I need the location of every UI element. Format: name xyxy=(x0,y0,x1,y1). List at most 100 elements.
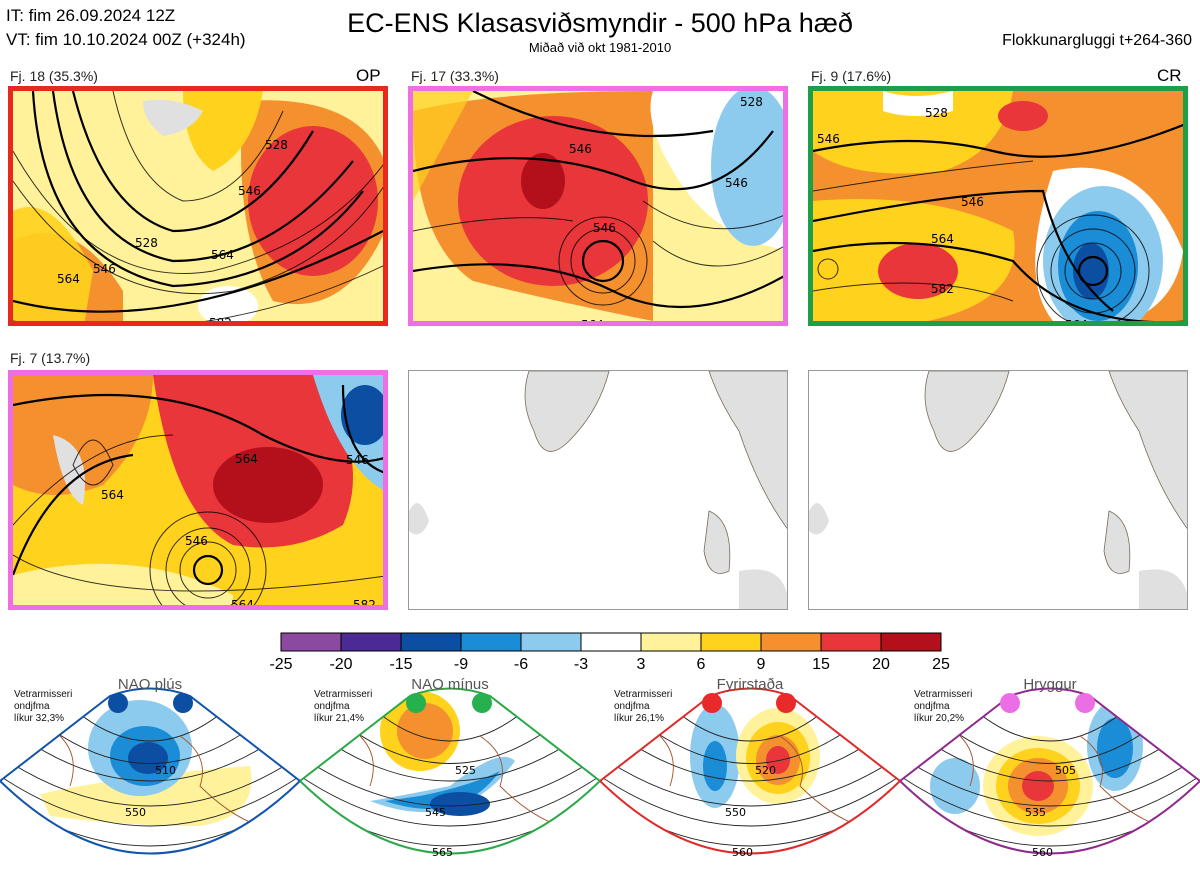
contour-label: 528 xyxy=(135,236,158,250)
empty-map-panel xyxy=(808,370,1188,610)
colorbar-tick-label: -3 xyxy=(573,656,589,673)
colorbar-swatch xyxy=(820,632,882,652)
regime-fan-outline xyxy=(0,687,302,855)
initial-time: IT: fim 26.09.2024 12Z xyxy=(6,6,176,25)
regime-contour-label: 560 xyxy=(732,846,753,859)
colorbar-swatch xyxy=(880,632,942,652)
regime-contour-label: 550 xyxy=(725,806,746,819)
regime-marker-dot xyxy=(472,693,492,713)
regime-probability-note: Vetrarmisseri ondjfma líkur 32,3% xyxy=(14,689,73,724)
regime-contour-label: 545 xyxy=(425,806,446,819)
regime-probability-note: Vetrarmisseri ondjfma líkur 20,2% xyxy=(914,689,973,724)
regime-map: 510 550 xyxy=(0,676,302,871)
panel-label: Fj. 17 (33.3%) xyxy=(411,68,499,84)
contour-label: 582 xyxy=(931,282,954,296)
regime-fan-outline xyxy=(298,687,602,855)
colorbar-swatch xyxy=(640,632,702,652)
contour-label: 564 xyxy=(931,232,954,246)
colorbar-tick-label: -20 xyxy=(329,656,353,673)
contour-label: 546 xyxy=(93,262,116,276)
regime-marker-dot xyxy=(1000,693,1020,713)
cluster-map-panel: 546 528 546 546 564 xyxy=(408,86,788,326)
regime-title: NAO plús xyxy=(117,676,183,693)
colorbar-swatch xyxy=(700,632,762,652)
regime-marker-dot xyxy=(173,693,193,713)
contour-label: 546 xyxy=(725,176,748,190)
colorbar-swatch xyxy=(760,632,822,652)
regime-marker-dot xyxy=(702,693,722,713)
contour-label: 582 xyxy=(353,598,376,610)
valid-time: VT: fim 10.10.2024 00Z (+324h) xyxy=(6,30,246,49)
colorbar-swatch xyxy=(460,632,522,652)
contour-label: 528 xyxy=(265,138,288,152)
regime-probability-note: Vetrarmisseri ondjfma líkur 21,4% xyxy=(314,689,373,724)
regime-contour-label: 520 xyxy=(755,764,776,777)
page-subtitle: Miðað við okt 1981-2010 xyxy=(528,40,672,55)
regime-title: Fyrirstaða xyxy=(716,676,784,693)
contour-label: 546 xyxy=(817,132,840,146)
colorbar-swatch xyxy=(580,632,642,652)
panel-label: Fj. 7 (13.7%) xyxy=(10,350,91,366)
regime-contour-label: 505 xyxy=(1055,764,1076,777)
regime-contour-label: 560 xyxy=(1032,846,1053,859)
regime-marker-dot xyxy=(776,693,796,713)
contour-label: 546 xyxy=(961,195,984,209)
regime-contour-label: 565 xyxy=(432,846,453,859)
contour-label: 564 xyxy=(101,488,124,502)
regime-title: Hryggur xyxy=(1023,676,1077,693)
contour-label: 528 xyxy=(740,95,763,109)
contour-label: 564 xyxy=(211,248,234,262)
colorbar-tick-label: -15 xyxy=(389,656,413,673)
colorbar-swatch xyxy=(400,632,462,652)
colorbar-swatch xyxy=(280,632,342,652)
colorbar-tick-label: 6 xyxy=(696,656,706,673)
colorbar-tick-label: -25 xyxy=(269,656,293,673)
contour-label: 546 xyxy=(569,142,592,156)
panel-label: Fj. 9 (17.6%) xyxy=(811,68,892,84)
cluster-map-panel: 528 546 528 546 564 564 582 xyxy=(8,86,388,326)
contour-label: 564 xyxy=(581,318,604,326)
colorbar-tick-label: -6 xyxy=(513,656,529,673)
panel-label: Fj. 18 (35.3%) xyxy=(10,68,98,84)
contour-label: 564 xyxy=(57,272,80,286)
contour-label: 546 xyxy=(238,184,261,198)
colorbar-tick-label: 25 xyxy=(932,656,950,673)
cluster-map-panel: 564 564 546 546 564 582 xyxy=(8,370,388,610)
page-title: EC-ENS Klasasviðsmyndir - 500 hPa hæð xyxy=(347,8,853,38)
regime-fan-outline xyxy=(598,687,902,855)
regime-marker-dot xyxy=(406,693,426,713)
contour-label: 546 xyxy=(593,221,616,235)
classification-window: Flokkunargluggi t+264-360 xyxy=(1002,32,1192,49)
contour-label: 546 xyxy=(185,534,208,548)
colorbar-tick-label: 9 xyxy=(756,656,766,673)
colorbar-tick-label: 20 xyxy=(872,656,890,673)
colorbar-tick-label: -9 xyxy=(453,656,469,673)
colorbar-tick-label: 15 xyxy=(812,656,830,673)
colorbar-tick-label: 3 xyxy=(636,656,646,673)
contour-label: 582 xyxy=(209,316,232,326)
regime-contour-label: 525 xyxy=(455,764,476,777)
contour-label: 564 xyxy=(231,598,254,610)
regime-contour-label: 550 xyxy=(125,806,146,819)
empty-map-panel xyxy=(408,370,788,610)
regime-map: 505 535 560 xyxy=(898,676,1200,871)
colorbar-swatch xyxy=(340,632,402,652)
colorbar-swatch xyxy=(520,632,582,652)
regime-title: NAO mínus xyxy=(411,676,489,693)
cluster-map-panel: 528 546 546 564 582 564 xyxy=(808,86,1188,326)
panel-tag-op: OP xyxy=(356,66,381,85)
contour-label: 528 xyxy=(925,106,948,120)
regime-map: 525 545 565 xyxy=(298,676,602,871)
regime-probability-note: Vetrarmisseri ondjfma líkur 26,1% xyxy=(614,689,673,724)
panel-tag-cr: CR xyxy=(1157,66,1182,85)
regime-marker-dot xyxy=(1075,693,1095,713)
regime-map: 520 550 560 xyxy=(598,676,902,871)
regime-fan-outline xyxy=(898,687,1200,855)
contour-label: 564 xyxy=(1065,318,1088,326)
regime-marker-dot xyxy=(108,693,128,713)
colorbar xyxy=(280,632,942,657)
regime-contour-label: 510 xyxy=(155,764,176,777)
regime-contour-label: 535 xyxy=(1025,806,1046,819)
contour-label: 564 xyxy=(235,452,258,466)
contour-label: 546 xyxy=(346,453,369,467)
